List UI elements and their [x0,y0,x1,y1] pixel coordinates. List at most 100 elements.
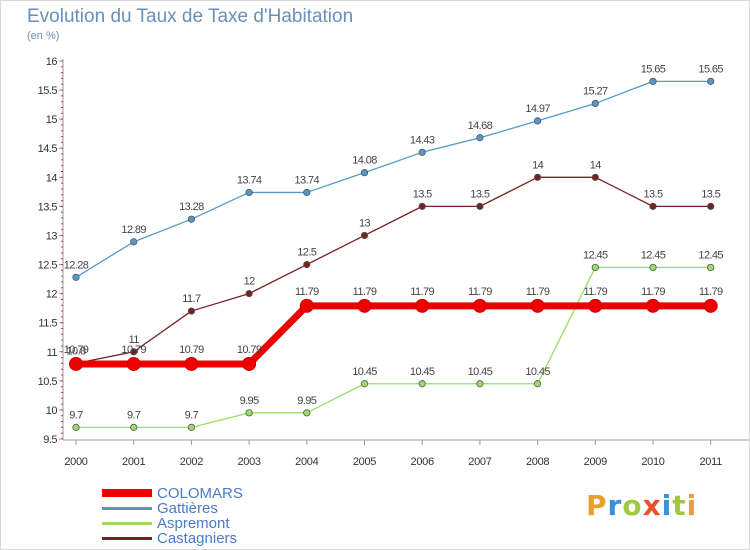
data-point [418,202,426,210]
data-label: 14.08 [352,155,377,167]
brand-letter: r [607,489,623,522]
data-point [72,423,80,431]
data-label: 10.79 [237,344,262,356]
data-label: 15.65 [641,63,666,75]
x-tick-label: 2001 [122,456,145,468]
data-point [588,298,603,313]
data-point [187,307,195,315]
legend-swatch [102,522,152,525]
data-point [69,356,83,371]
y-tick-label: 16 [46,56,58,68]
y-tick-label: 10.5 [38,376,58,388]
brand-letter: o [622,489,643,522]
data-point [303,409,311,417]
data-label: 10.45 [410,366,435,378]
data-label: 13.28 [179,201,204,213]
data-point [245,409,253,417]
y-tick-label: 15 [46,114,58,126]
data-label: 10.8 [66,345,85,357]
data-point [184,356,199,371]
x-tick-label: 2002 [180,456,203,468]
data-point [360,169,369,177]
data-point [591,173,599,181]
data-point [303,260,311,269]
y-tick-label: 12 [46,289,58,301]
data-label: 13.5 [413,188,432,200]
data-point [703,298,718,313]
data-label: 12.45 [698,249,723,261]
brand-letter: P [586,489,608,522]
y-tick-label: 11.5 [38,318,57,330]
data-point [299,298,314,313]
data-label: 11.79 [295,286,319,298]
legend-label: Aspremont [157,515,230,532]
data-point [533,380,542,388]
data-point [476,134,484,142]
data-label: 11.79 [699,286,723,298]
data-label: 15.65 [698,63,723,75]
data-point [303,188,311,197]
legend-label: Gattières [157,500,218,517]
data-label: 12.5 [297,247,316,259]
data-label: 13.5 [470,188,489,200]
legend-label: Castagniers [157,530,238,547]
legend-swatch [102,537,152,540]
data-label: 11.79 [526,286,550,298]
data-point [476,380,484,388]
data-label: 10.79 [121,344,146,356]
data-point [533,173,542,181]
data-point [591,99,599,108]
data-label: 10.45 [352,366,377,378]
legend-swatch [102,489,152,497]
data-label: 9.95 [297,395,316,407]
x-tick-label: 2006 [411,456,434,468]
data-label: 11.79 [641,286,665,298]
x-tick-label: 2009 [584,456,607,468]
data-label: 9.95 [240,395,259,407]
brand-letter: x [642,489,662,522]
data-label: 11.79 [583,286,607,298]
data-point [360,231,369,240]
series-line [72,302,715,368]
legend-label: COLOMARS [157,485,243,502]
brand-letter: t [672,489,687,522]
data-label: 10.79 [179,344,204,356]
brand-letter: i [686,489,698,522]
data-point [187,215,195,223]
data-label: 11.79 [410,286,434,298]
data-label: 11.7 [182,293,201,305]
x-tick-label: 2007 [468,456,491,468]
data-label: 11.79 [468,286,492,298]
data-point [707,202,715,210]
y-tick-label: 10 [46,405,58,417]
data-point [72,273,80,281]
data-label: 12.28 [64,259,89,271]
x-tick-label: 2004 [295,456,318,468]
y-tick-label: 15.5 [38,85,58,97]
x-tick-label: 2011 [699,456,722,468]
data-label: 9.7 [69,409,83,421]
brand-letter: i [661,489,673,522]
y-tick-label: 12.5 [38,260,58,272]
data-point [472,298,487,313]
brand-logo: Proxiti [586,489,697,522]
data-label: 12.45 [641,249,666,261]
data-label: 10.45 [525,366,550,378]
data-point [649,263,657,272]
data-label: 14 [532,159,544,171]
x-tick-label: 2010 [641,456,664,468]
data-label: 14 [590,159,602,171]
data-point [360,380,369,388]
data-label: 13 [359,217,371,229]
data-label: 12 [244,276,256,288]
data-label: 10.79 [64,344,89,356]
data-label: 13.5 [701,188,720,200]
data-point [707,263,715,272]
data-point [530,298,545,313]
data-point [242,356,257,371]
data-point [649,77,657,85]
y-tick-label: 11 [47,347,58,359]
data-label: 9.7 [127,409,141,421]
